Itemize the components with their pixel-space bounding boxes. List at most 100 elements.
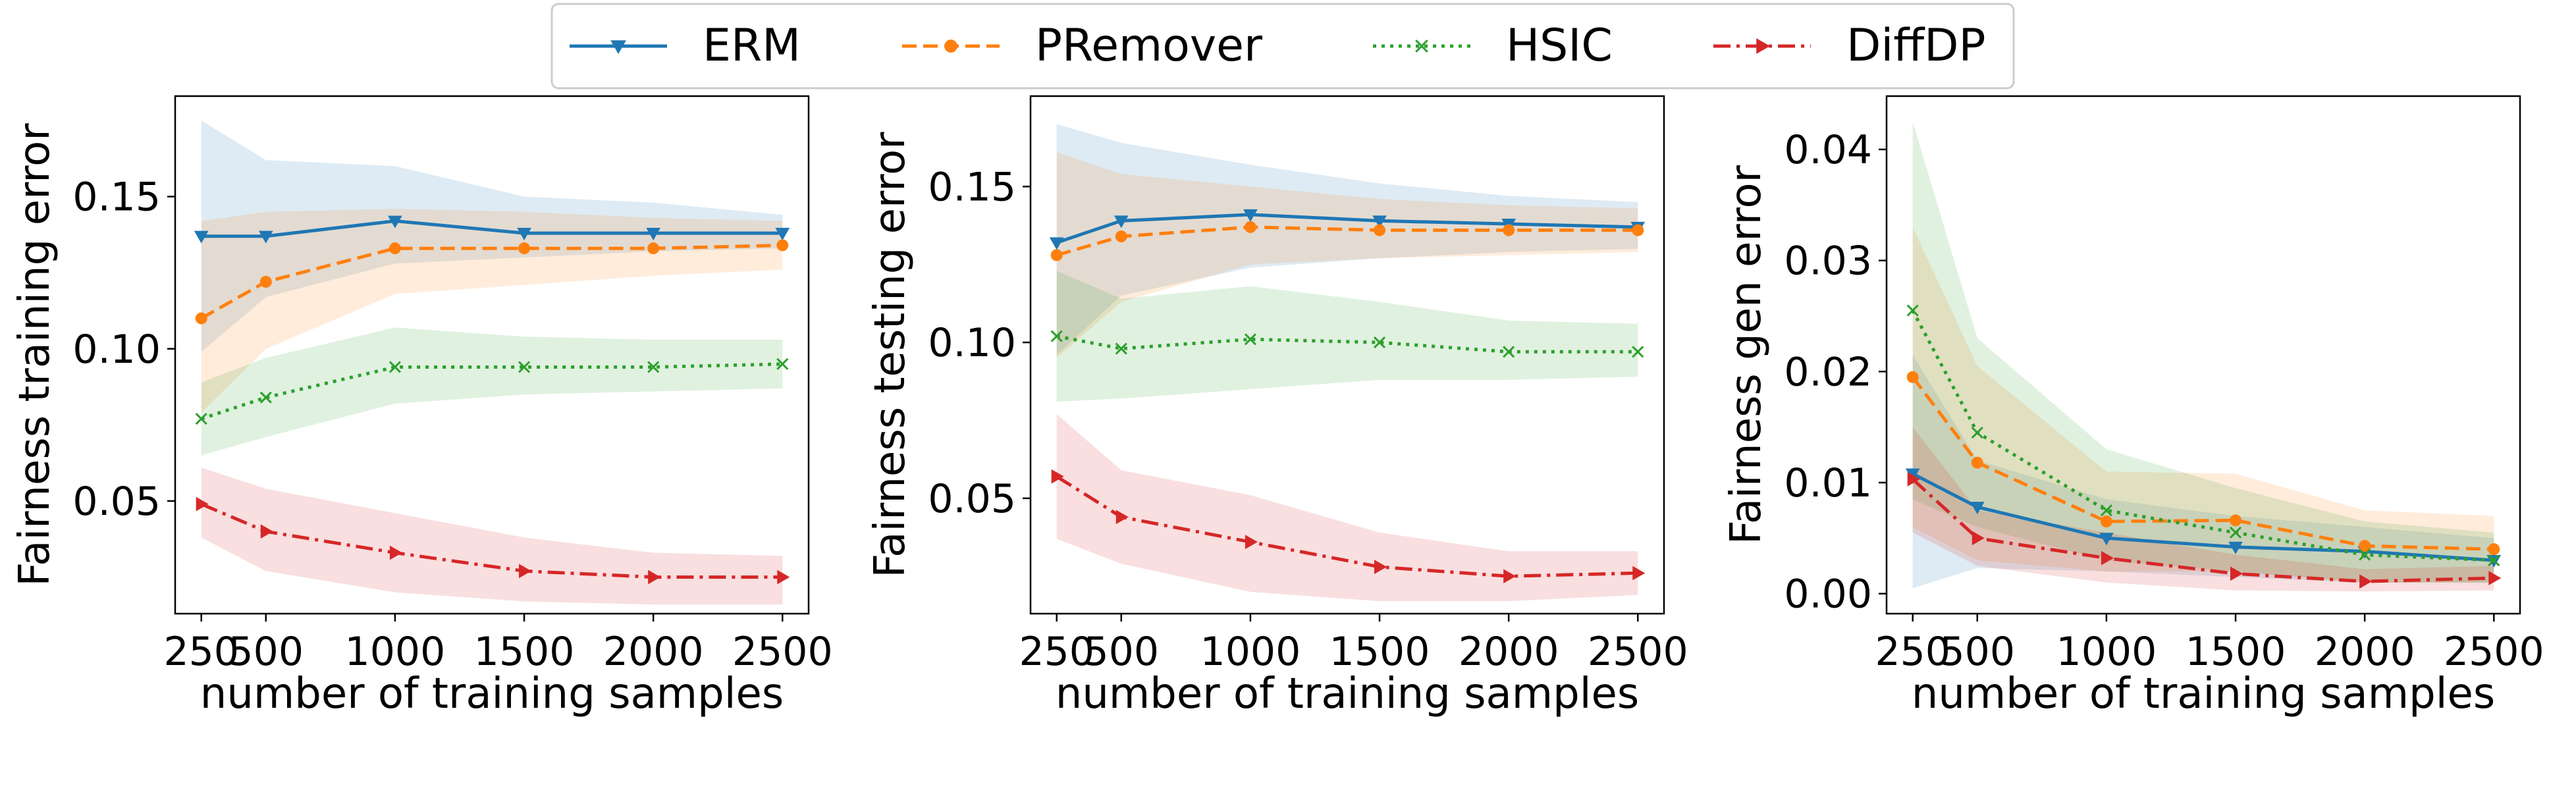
x-tick-label: 2500 xyxy=(1588,629,1688,675)
x-tick-label: 1000 xyxy=(345,629,446,675)
series-line-premover xyxy=(1911,376,2494,551)
point-hsic-1500 xyxy=(518,361,531,373)
point-premover-500 xyxy=(1971,456,1983,469)
point-premover-500 xyxy=(1115,230,1127,243)
series-line-erm xyxy=(1056,213,1638,244)
plot-area xyxy=(194,120,790,605)
point-premover-500 xyxy=(259,276,272,288)
x-tick-label: 250 xyxy=(1019,629,1094,675)
legend-marker-hsic xyxy=(1415,40,1428,53)
point-erm-500 xyxy=(258,230,273,244)
series-line-diffdp xyxy=(1912,478,2494,583)
x-tick-label: 250 xyxy=(163,629,239,675)
point-diffdp-250 xyxy=(196,496,209,512)
point-hsic-500 xyxy=(259,391,272,404)
point-diffdp-500 xyxy=(260,524,273,539)
point-premover-1500 xyxy=(518,242,531,255)
band-hsic xyxy=(201,327,783,456)
point-diffdp-500 xyxy=(1115,510,1129,525)
legend-item-hsic: HSIC xyxy=(1373,20,1613,72)
point-diffdp-2000 xyxy=(648,570,661,585)
point-premover-2500 xyxy=(1632,224,1644,236)
legend-frame xyxy=(550,3,2015,90)
legend-label-erm: ERM xyxy=(703,20,801,72)
point-erm-500 xyxy=(1114,215,1129,228)
point-diffdp-1000 xyxy=(2101,550,2114,566)
series-line-hsic xyxy=(1056,334,1638,354)
x-tick-label: 2000 xyxy=(2315,629,2415,675)
series-line-premover xyxy=(1056,225,1638,257)
point-erm-250 xyxy=(194,230,209,244)
point-erm-250 xyxy=(1049,237,1064,250)
point-diffdp-1500 xyxy=(2230,566,2243,581)
y-tick-label: 0.15 xyxy=(72,174,161,221)
axes-frame xyxy=(1885,95,2521,615)
point-diffdp-1500 xyxy=(1374,560,1387,574)
point-diffdp-1000 xyxy=(1245,535,1258,549)
series-line-erm xyxy=(201,219,783,238)
point-hsic-1500 xyxy=(1373,336,1386,349)
band-erm xyxy=(201,120,783,352)
point-hsic-1000 xyxy=(2100,504,2112,517)
point-diffdp-2500 xyxy=(1632,566,1646,581)
point-diffdp-1500 xyxy=(519,564,532,579)
point-premover-2500 xyxy=(776,239,789,252)
x-tick-label: 250 xyxy=(1875,629,1950,675)
series-line-diffdp xyxy=(200,502,783,579)
point-premover-250 xyxy=(1906,371,1919,383)
point-hsic-2500 xyxy=(1632,346,1644,358)
x-tick-label: 1000 xyxy=(2056,629,2157,675)
point-hsic-250 xyxy=(1906,304,1919,317)
point-hsic-2500 xyxy=(2488,554,2500,567)
point-premover-1500 xyxy=(2230,514,2242,527)
point-erm-1500 xyxy=(517,228,531,241)
y-axis-label: Fairness gen error xyxy=(1722,165,1771,545)
point-premover-1500 xyxy=(1374,224,1386,236)
y-tick-label: 0.01 xyxy=(1784,460,1872,506)
band-hsic xyxy=(1056,271,1638,402)
legend-label-hsic: HSIC xyxy=(1506,20,1613,72)
legend-marker-diffdp xyxy=(1756,38,1771,54)
y-tick-label: 0.05 xyxy=(928,476,1016,522)
band-erm xyxy=(1912,355,2494,589)
legend: ERM PRemover HSIC DiffDP xyxy=(550,3,2015,90)
legend-marker-erm xyxy=(610,40,626,55)
band-erm xyxy=(1056,124,1638,355)
y-tick-label: 0.10 xyxy=(72,327,161,373)
point-premover-2000 xyxy=(2359,540,2371,552)
axes-frame xyxy=(174,95,810,615)
plot-area xyxy=(1905,121,2502,592)
point-erm-1500 xyxy=(1372,215,1387,228)
y-tick-label: 0.03 xyxy=(1784,238,1872,284)
point-hsic-1500 xyxy=(2229,526,2242,539)
y-tick-label: 0.02 xyxy=(1784,349,1872,395)
point-hsic-1000 xyxy=(389,361,401,373)
y-tick-label: 0.10 xyxy=(928,320,1016,366)
legend-marker-premover xyxy=(944,40,957,53)
series-line-erm xyxy=(1912,472,2494,562)
x-axis-label: number of training samples xyxy=(1056,670,1639,718)
y-axis-label: Fairness training error xyxy=(11,123,59,587)
x-tick-label: 2000 xyxy=(603,629,704,675)
point-premover-1000 xyxy=(1244,221,1256,233)
axes-frame xyxy=(1029,95,1665,615)
legend-label-premover: PRemover xyxy=(1035,20,1262,72)
point-hsic-2000 xyxy=(647,361,660,373)
x-tick-label: 1500 xyxy=(2186,629,2286,675)
point-premover-1000 xyxy=(2100,516,2112,528)
plot-area xyxy=(1049,124,1646,602)
point-premover-250 xyxy=(1050,249,1063,261)
point-premover-2000 xyxy=(1503,224,1515,236)
x-tick-label: 1000 xyxy=(1200,629,1301,675)
x-tick-label: 2500 xyxy=(2444,629,2544,675)
point-hsic-500 xyxy=(1971,427,1983,439)
x-tick-label: 2000 xyxy=(1459,629,1559,675)
point-hsic-1000 xyxy=(1244,333,1256,346)
point-hsic-2000 xyxy=(2359,548,2371,561)
point-diffdp-250 xyxy=(1051,469,1064,484)
y-axis-label: Fairness testing error xyxy=(866,132,915,578)
point-diffdp-1000 xyxy=(389,545,402,560)
point-erm-1000 xyxy=(388,215,402,228)
